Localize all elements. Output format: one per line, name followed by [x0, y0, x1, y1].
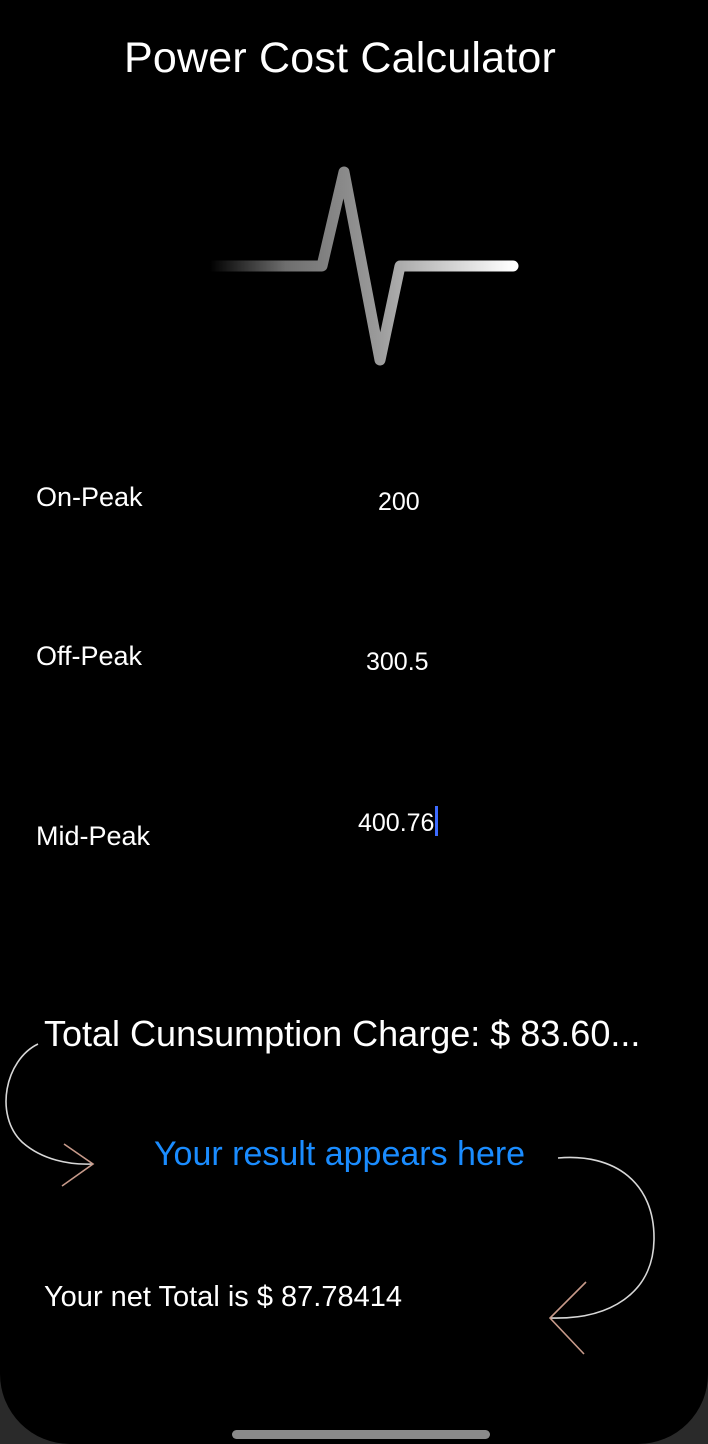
mid-peak-label: Mid-Peak — [36, 821, 151, 851]
total-consumption-charge: Total Cunsumption Charge: $ 83.60... — [44, 1013, 641, 1054]
mid-peak-value: 400.76 — [358, 806, 439, 838]
on-peak-input[interactable]: 200 — [250, 480, 550, 524]
on-peak-label: On-Peak — [36, 482, 143, 512]
text-caret — [435, 806, 439, 836]
pulse-waveform-icon — [204, 166, 519, 366]
off-peak-label: Off-Peak — [36, 641, 143, 671]
mid-peak-value-text: 400.76 — [358, 809, 435, 837]
off-peak-value: 300.5 — [366, 648, 429, 676]
home-indicator[interactable] — [232, 1430, 490, 1439]
off-peak-input[interactable]: 300.5 — [250, 640, 550, 684]
curved-arrow-right-icon — [5, 1043, 95, 1187]
net-total: Your net Total is $ 87.78414 — [44, 1281, 402, 1313]
result-hint: Your result appears here — [154, 1135, 526, 1173]
on-peak-value: 200 — [378, 488, 420, 516]
mid-peak-input[interactable]: 400.76 — [250, 798, 550, 842]
page-title: Power Cost Calculator — [124, 34, 556, 82]
curved-arrow-left-icon — [548, 1156, 655, 1355]
